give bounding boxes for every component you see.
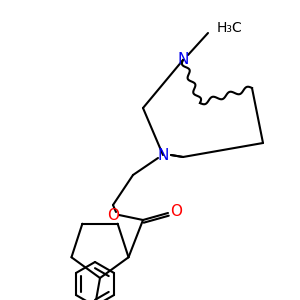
Text: O: O	[107, 208, 119, 223]
Text: N: N	[157, 148, 169, 163]
Text: O: O	[170, 203, 182, 218]
Text: H₃C: H₃C	[217, 21, 243, 35]
Text: N: N	[177, 52, 189, 68]
